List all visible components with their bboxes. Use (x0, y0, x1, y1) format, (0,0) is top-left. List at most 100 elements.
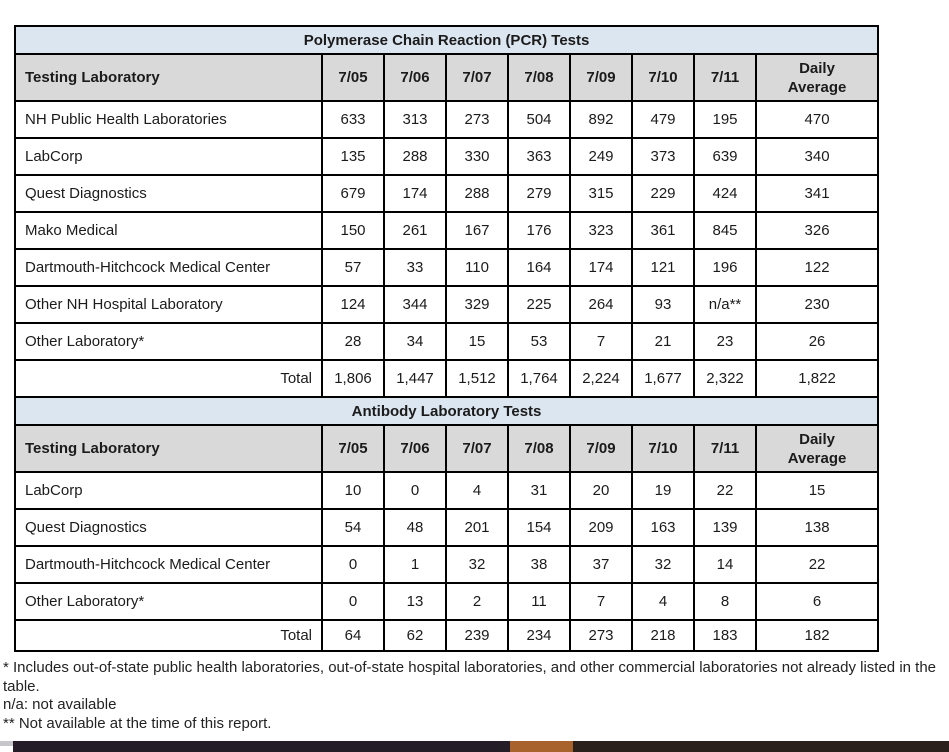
table-row: Other NH Hospital Laboratory 124 344 329 225… (14, 285, 880, 324)
value-cell: 15 (754, 471, 880, 510)
footnote-asterisk: * Includes out-of-state public health la… (3, 659, 937, 695)
total-value-cell: 1,806 (321, 359, 385, 398)
table-row: Other Laboratory* 28 34 15 53 7 21 23 26 (14, 322, 880, 361)
value-cell: 28 (321, 322, 385, 361)
bottom-taskbar-strip (13, 741, 949, 752)
value-cell: 344 (383, 285, 447, 324)
total-value-cell: 1,447 (383, 359, 447, 398)
table-row: Dartmouth-Hitchcock Medical Center 0 1 32 38… (14, 545, 880, 584)
value-cell: 279 (507, 174, 571, 213)
value-cell: 31 (507, 471, 571, 510)
column-header-date: 7/10 (631, 424, 695, 473)
value-cell: 0 (321, 582, 385, 621)
table-row: Quest Diagnostics 679 174 288 279 315 229 424 34… (14, 174, 880, 213)
table-row: Other Laboratory* 0 13 2 11 7 4 8 6 (14, 582, 880, 621)
value-cell: 13 (383, 582, 447, 621)
total-row: Total 64 62 239 234 273 218 183 182 (14, 619, 880, 652)
table-row: LabCorp 10 0 4 31 20 19 22 15 (14, 471, 880, 510)
value-cell: 195 (693, 100, 757, 139)
value-cell: 341 (754, 174, 880, 213)
value-cell: 176 (507, 211, 571, 250)
column-header-date: 7/08 (507, 53, 571, 102)
value-cell: 33 (383, 248, 447, 287)
total-value-cell: 2,322 (693, 359, 757, 398)
column-header-testing-laboratory: Testing Laboratory (14, 53, 323, 102)
footnote-double-asterisk: ** Not available at the time of this rep… (3, 714, 272, 732)
value-cell: 164 (507, 248, 571, 287)
value-cell: 135 (321, 137, 385, 176)
value-cell: 48 (383, 508, 447, 547)
total-row: Total 1,806 1,447 1,512 1,764 2,224 1,677 2,322… (14, 359, 880, 398)
value-cell: 57 (321, 248, 385, 287)
value-cell: 15 (445, 322, 509, 361)
value-cell: 23 (693, 322, 757, 361)
column-header-daily-average: Daily Average (754, 424, 880, 473)
total-value-cell: 1,822 (754, 359, 880, 398)
value-cell: 892 (569, 100, 633, 139)
lab-name-cell: Dartmouth-Hitchcock Medical Center (14, 248, 323, 287)
value-cell: 121 (631, 248, 695, 287)
value-cell: 1 (383, 545, 447, 584)
value-cell: 163 (631, 508, 695, 547)
lab-name-cell: Quest Diagnostics (14, 508, 323, 547)
value-cell: 315 (569, 174, 633, 213)
taskbar-segment-accent (510, 741, 573, 752)
total-label-cell: Total (14, 359, 323, 398)
value-cell: 34 (383, 322, 447, 361)
value-cell: 424 (693, 174, 757, 213)
total-value-cell: 62 (383, 619, 447, 652)
lab-name-cell: LabCorp (14, 137, 323, 176)
antibody-tests-table: Antibody Laboratory Tests Testing Laborat… (13, 396, 880, 652)
value-cell: 7 (569, 322, 633, 361)
value-cell: n/a** (693, 285, 757, 324)
value-cell: 20 (569, 471, 633, 510)
taskbar-segment-left (13, 741, 510, 752)
value-cell: 229 (631, 174, 695, 213)
value-cell: 209 (569, 508, 633, 547)
value-cell: 22 (693, 471, 757, 510)
column-header-testing-laboratory: Testing Laboratory (14, 424, 323, 473)
value-cell: 261 (383, 211, 447, 250)
lab-name-cell: NH Public Health Laboratories (14, 100, 323, 139)
value-cell: 225 (507, 285, 571, 324)
table-row: NH Public Health Laboratories 633 313 273 50… (14, 100, 880, 139)
value-cell: 479 (631, 100, 695, 139)
value-cell: 639 (693, 137, 757, 176)
value-cell: 26 (754, 322, 880, 361)
column-header-date: 7/05 (321, 53, 385, 102)
value-cell: 54 (321, 508, 385, 547)
column-header-date: 7/11 (693, 53, 757, 102)
value-cell: 288 (383, 137, 447, 176)
value-cell: 8 (693, 582, 757, 621)
taskbar-segment-right (573, 741, 949, 752)
value-cell: 174 (569, 248, 633, 287)
value-cell: 38 (507, 545, 571, 584)
value-cell: 21 (631, 322, 695, 361)
lab-name-cell: Other Laboratory* (14, 582, 323, 621)
table-row: Mako Medical 150 261 167 176 323 361 845 326 (14, 211, 880, 250)
value-cell: 110 (445, 248, 509, 287)
value-cell: 10 (321, 471, 385, 510)
value-cell: 201 (445, 508, 509, 547)
value-cell: 504 (507, 100, 571, 139)
value-cell: 37 (569, 545, 633, 584)
total-value-cell: 273 (569, 619, 633, 652)
table-row: LabCorp 135 288 330 363 249 373 639 340 (14, 137, 880, 176)
table-title: Polymerase Chain Reaction (PCR) Tests (13, 25, 880, 55)
value-cell: 2 (445, 582, 509, 621)
value-cell: 53 (507, 322, 571, 361)
column-header-date: 7/09 (569, 424, 633, 473)
footnote-na: n/a: not available (3, 696, 117, 713)
value-cell: 230 (754, 285, 880, 324)
value-cell: 32 (445, 545, 509, 584)
value-cell: 288 (445, 174, 509, 213)
value-cell: 6 (754, 582, 880, 621)
value-cell: 4 (631, 582, 695, 621)
value-cell: 22 (754, 545, 880, 584)
column-header-daily-average: Daily Average (754, 53, 880, 102)
value-cell: 154 (507, 508, 571, 547)
total-value-cell: 218 (631, 619, 695, 652)
value-cell: 14 (693, 545, 757, 584)
lab-name-cell: Dartmouth-Hitchcock Medical Center (14, 545, 323, 584)
total-value-cell: 64 (321, 619, 385, 652)
